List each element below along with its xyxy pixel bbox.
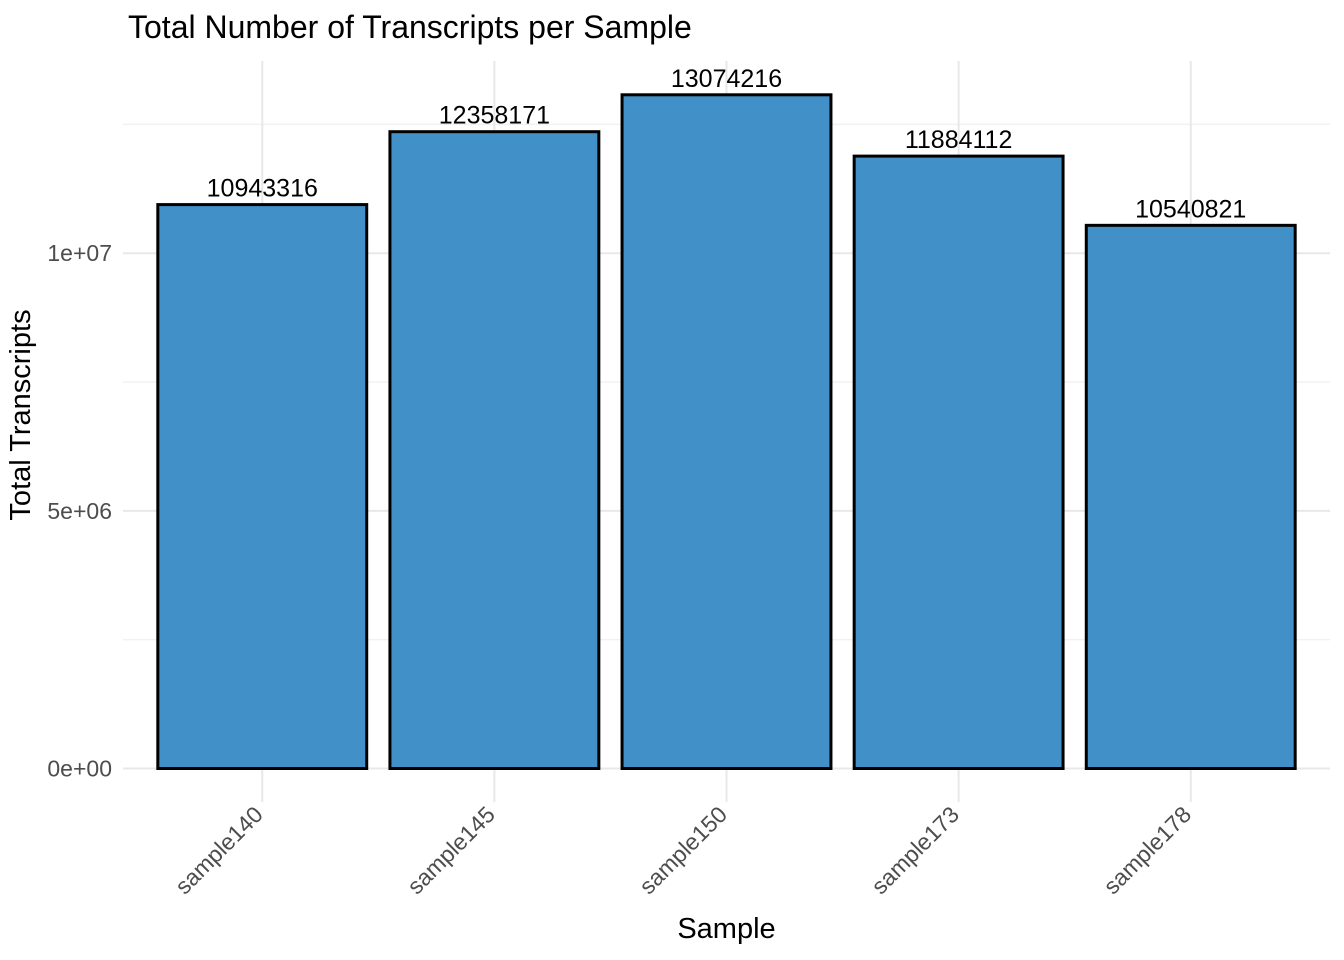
chart-title: Total Number of Transcripts per Sample: [128, 9, 692, 45]
x-axis-title: Sample: [677, 913, 775, 945]
bar-sample140: [156, 203, 369, 771]
y-tick-label: 5e+06: [47, 498, 112, 524]
bar-sample150: [620, 93, 833, 771]
bar-value-label: 13074216: [671, 65, 782, 93]
bar-sample178: [1084, 223, 1297, 771]
bar-sample145: [388, 130, 601, 771]
bar-value-label: 10943316: [207, 175, 318, 203]
bar-value-label: 10540821: [1135, 195, 1246, 223]
y-axis-title: Total Transcripts: [5, 309, 37, 520]
y-tick-label: 0e+00: [47, 756, 112, 782]
y-tick-label: 1e+07: [47, 240, 112, 266]
bar-sample173: [852, 154, 1065, 771]
bar-value-label: 12358171: [439, 102, 550, 130]
bar-value-label: 11884112: [905, 126, 1013, 154]
